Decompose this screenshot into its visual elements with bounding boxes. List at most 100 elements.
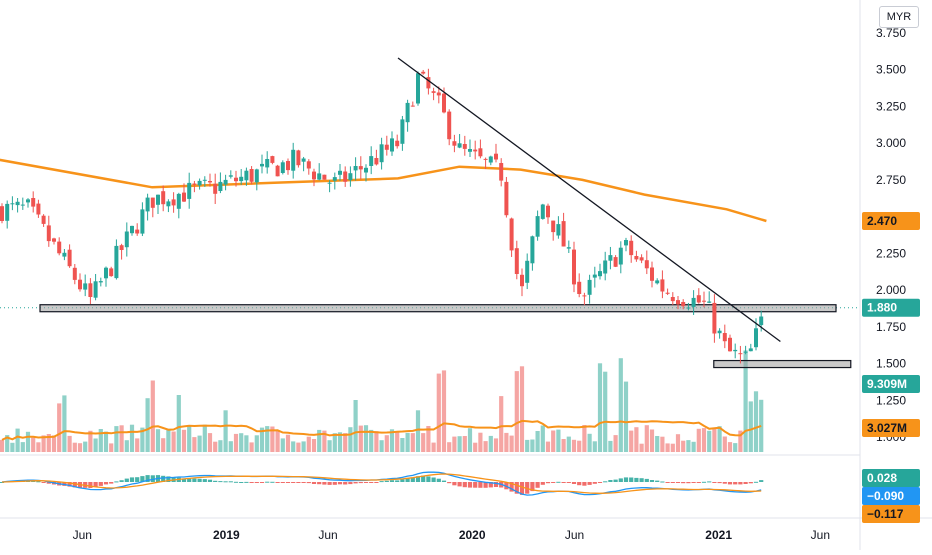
macd-histogram-bar xyxy=(88,482,93,488)
volume-bar xyxy=(166,428,171,452)
candle xyxy=(166,199,171,213)
macd-signal-tag-bg xyxy=(862,505,920,523)
volume-bar xyxy=(233,433,239,452)
macd-histogram-bar xyxy=(457,482,462,487)
volume-bar xyxy=(675,434,681,452)
candle xyxy=(535,210,540,241)
volume-bar xyxy=(722,436,727,452)
macd-line-tag-text: −0.090 xyxy=(867,489,904,503)
volume-bar xyxy=(561,439,566,452)
macd-histogram-bar xyxy=(369,482,374,483)
candle xyxy=(62,249,67,261)
macd-line-tag-bg xyxy=(862,487,920,505)
macd-histogram-bar xyxy=(556,481,561,483)
volume-bar xyxy=(514,371,519,452)
time-tick-label: Jun xyxy=(565,528,584,542)
candle xyxy=(130,225,134,236)
candle-body xyxy=(150,197,155,208)
candle xyxy=(135,223,140,236)
macd-histogram-bar xyxy=(197,478,202,482)
volume-bar xyxy=(72,442,77,452)
volume-bar xyxy=(504,432,509,452)
macd-histogram-bar xyxy=(644,478,649,482)
volume-bar xyxy=(62,395,67,452)
candle-body xyxy=(36,203,41,215)
macd-histogram-bar xyxy=(493,482,499,487)
volume-bar xyxy=(31,437,36,452)
candle-body xyxy=(218,181,223,191)
macd-histogram-bar xyxy=(311,482,317,484)
candle-body xyxy=(364,167,368,173)
macd-histogram-bar xyxy=(363,482,369,483)
candle-body xyxy=(468,149,472,152)
volume-bar xyxy=(384,435,389,452)
candle-body xyxy=(696,295,701,303)
candle xyxy=(670,292,675,305)
macd-histogram-bar xyxy=(353,482,358,484)
candle xyxy=(410,101,415,107)
candle xyxy=(421,69,426,75)
candle-body xyxy=(135,229,140,234)
last-price-tag-text: 1.880 xyxy=(867,301,897,315)
macd-histogram-bar xyxy=(727,482,733,485)
price-tick-label: 3.000 xyxy=(876,136,906,150)
price-tick-label: 2.000 xyxy=(876,283,906,297)
volume-bar xyxy=(623,381,629,452)
candle xyxy=(0,203,4,224)
candle xyxy=(499,158,504,187)
volume-bar xyxy=(499,396,504,452)
candle xyxy=(296,149,301,168)
volume-bar xyxy=(452,436,457,452)
volume-bar xyxy=(140,427,145,452)
macd-histogram-bar xyxy=(660,481,665,483)
candle xyxy=(384,135,389,156)
candle xyxy=(733,343,738,359)
currency-button[interactable]: MYR xyxy=(879,6,919,28)
candle-body xyxy=(535,216,540,237)
candle-body xyxy=(603,260,608,274)
volume-bar xyxy=(98,429,103,452)
price-tick-label: 2.750 xyxy=(876,173,906,187)
macd-histogram-bar xyxy=(577,482,582,486)
macd-histogram-bar xyxy=(348,482,353,485)
macd-histogram-bar xyxy=(285,482,291,483)
macd-histogram-bar xyxy=(478,482,483,488)
macd-histogram-bar xyxy=(166,476,171,482)
support-zone[interactable] xyxy=(713,359,852,369)
macd-histogram-bar xyxy=(67,482,72,487)
support-zone[interactable] xyxy=(39,304,837,313)
candle xyxy=(83,274,88,297)
candle-body xyxy=(447,111,452,140)
candle xyxy=(31,191,36,213)
volume-bar xyxy=(171,431,176,452)
macd-histogram-bar xyxy=(519,482,525,495)
candle xyxy=(374,149,379,166)
macd-histogram-bar xyxy=(213,480,218,482)
candle xyxy=(551,220,556,241)
candle xyxy=(301,156,306,172)
volume-bar xyxy=(296,442,301,452)
candle-body xyxy=(509,218,514,251)
macd-histogram-bar xyxy=(447,482,452,484)
downtrend-line[interactable] xyxy=(397,57,781,343)
candle xyxy=(124,222,129,257)
macd-histogram-bar xyxy=(207,479,213,482)
volume-bar xyxy=(608,440,613,452)
candle xyxy=(436,86,441,104)
volume-bar xyxy=(374,431,379,452)
candle xyxy=(634,250,639,262)
volume-bar xyxy=(67,435,72,452)
macd-histogram-bar xyxy=(681,482,686,484)
macd-histogram-bar xyxy=(540,482,545,485)
time-axis[interactable]: Jun 2019 Jun 2020 Jun 2021 Jun xyxy=(73,528,830,542)
candle xyxy=(592,266,597,288)
macd-histogram-bar xyxy=(301,482,306,483)
volume-bar xyxy=(405,432,410,452)
candle xyxy=(353,157,358,181)
volume-bar xyxy=(618,358,623,452)
time-tick-label: 2019 xyxy=(213,528,240,542)
macd-histogram-bar xyxy=(618,478,623,482)
macd-histogram-bar xyxy=(239,482,244,483)
